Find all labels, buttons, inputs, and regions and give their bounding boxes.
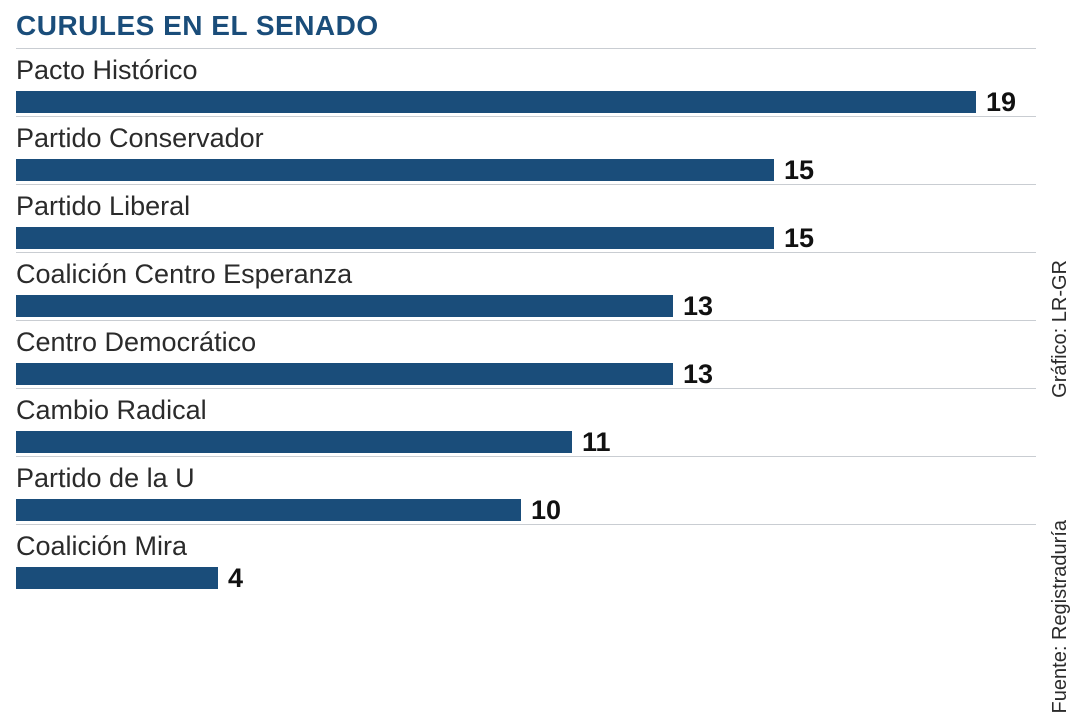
bar-value: 15 — [784, 225, 814, 252]
bar — [16, 159, 774, 181]
bar — [16, 91, 976, 113]
data-source: Fuente: Registraduría — [1049, 520, 1072, 713]
party-label: Pacto Histórico — [16, 55, 1036, 86]
party-label: Coalición Centro Esperanza — [16, 259, 1036, 290]
bar-value: 11 — [582, 429, 611, 456]
bar-line: 11 — [16, 428, 1036, 456]
graphic-credit: Gráfico: LR-GR — [1049, 260, 1072, 398]
bar-line: 19 — [16, 88, 1036, 116]
party-label: Coalición Mira — [16, 531, 1036, 562]
bar-value: 15 — [784, 157, 814, 184]
bar-value: 19 — [986, 89, 1016, 116]
party-label: Partido Liberal — [16, 191, 1036, 222]
bar-row: Partido Liberal 15 — [16, 184, 1036, 252]
bar-line: 13 — [16, 360, 1036, 388]
bar-value: 13 — [683, 293, 713, 320]
bar-row: Coalición Mira 4 — [16, 524, 1036, 592]
party-label: Centro Democrático — [16, 327, 1036, 358]
bar-line: 13 — [16, 292, 1036, 320]
bar — [16, 431, 572, 453]
chart-title: CURULES EN EL SENADO — [16, 10, 1036, 42]
bar-line: 4 — [16, 564, 1036, 592]
bar — [16, 363, 673, 385]
bar-line: 15 — [16, 156, 1036, 184]
party-label: Cambio Radical — [16, 395, 1036, 426]
party-label: Partido Conservador — [16, 123, 1036, 154]
senate-seats-chart: CURULES EN EL SENADO Pacto Histórico 19 … — [0, 0, 1080, 720]
bar-row: Pacto Histórico 19 — [16, 48, 1036, 116]
party-label: Partido de la U — [16, 463, 1036, 494]
bar-row: Partido Conservador 15 — [16, 116, 1036, 184]
bar-line: 10 — [16, 496, 1036, 524]
bar — [16, 567, 218, 589]
bar-row: Coalición Centro Esperanza 13 — [16, 252, 1036, 320]
bar — [16, 227, 774, 249]
bar — [16, 499, 521, 521]
bar-row: Centro Democrático 13 — [16, 320, 1036, 388]
bar-line: 15 — [16, 224, 1036, 252]
bar — [16, 295, 673, 317]
bar-value: 4 — [228, 565, 243, 592]
bar-row: Cambio Radical 11 — [16, 388, 1036, 456]
bar-value: 13 — [683, 361, 713, 388]
bar-row: Partido de la U 10 — [16, 456, 1036, 524]
bar-value: 10 — [531, 497, 561, 524]
